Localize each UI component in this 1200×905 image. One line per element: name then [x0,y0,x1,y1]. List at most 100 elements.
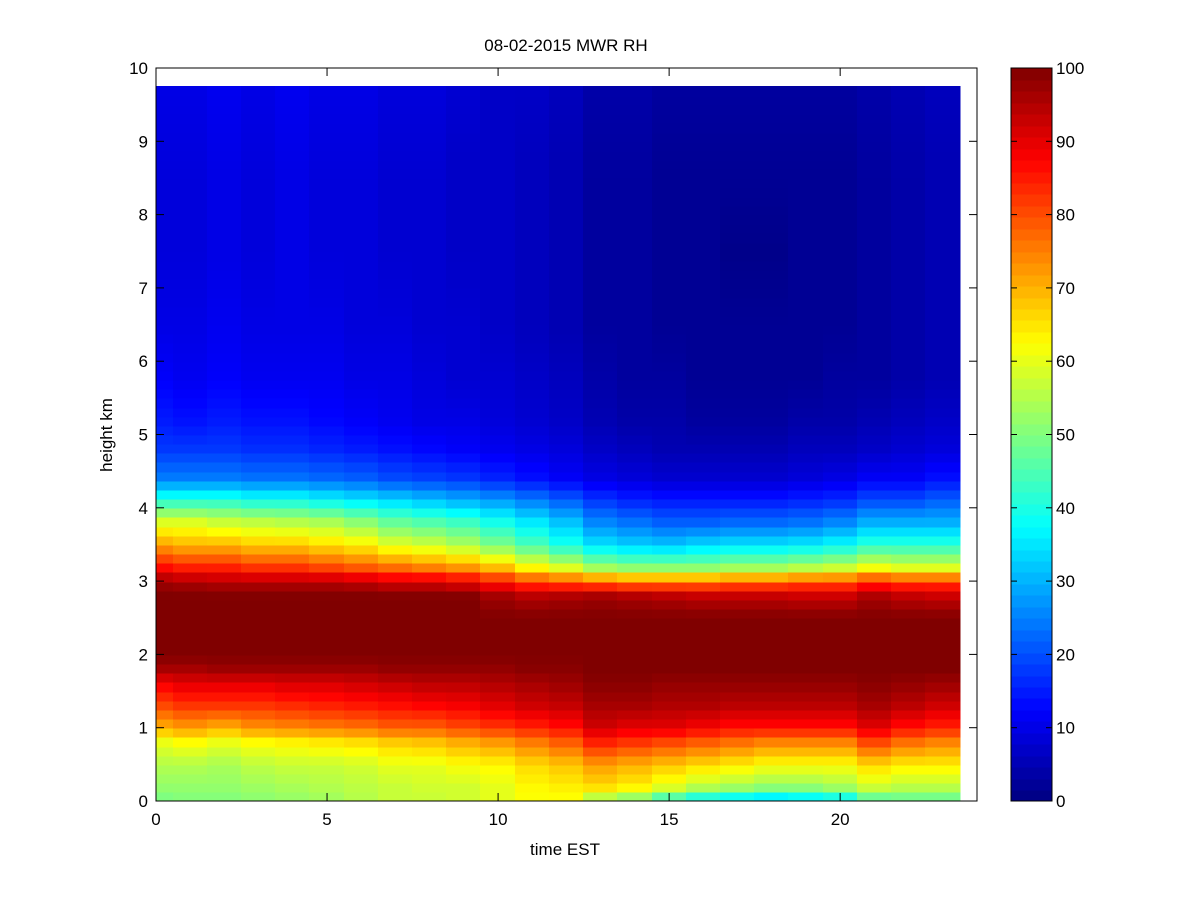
heatmap-cell [480,95,517,106]
heatmap-cell [515,718,551,729]
heatmap-cell [788,507,825,518]
heatmap-cell [446,388,482,399]
heatmap-cell [275,782,311,793]
heatmap-cell [925,764,961,775]
heatmap-cell [583,489,619,500]
heatmap-cell [891,168,927,179]
heatmap-cell [515,86,551,97]
heatmap-cell [309,434,346,445]
heatmap-cell [823,306,859,317]
heatmap-cell [891,480,927,491]
heatmap-cell [652,452,688,463]
heatmap-cell [754,315,790,326]
heatmap-cell [891,205,927,216]
heatmap-cell [925,718,961,729]
heatmap-cell [754,297,790,308]
heatmap-cell [857,617,893,628]
heatmap-cell [156,544,175,555]
heatmap-cell [480,581,517,592]
heatmap-cell [925,324,961,335]
heatmap-cell [583,553,619,564]
heatmap-cell [344,379,380,390]
heatmap-cell [823,242,859,253]
heatmap-cell [925,177,961,189]
heatmap-cell [446,746,482,757]
heatmap-cell [583,544,619,555]
heatmap-cell [344,370,380,381]
heatmap-cell [617,700,654,711]
heatmap-cell [549,736,585,748]
heatmap-cell [241,700,277,711]
heatmap-cell [617,736,654,748]
heatmap-cell [754,397,790,409]
heatmap-cell [754,608,790,619]
heatmap-cell [857,663,893,674]
heatmap-cell [275,306,311,317]
heatmap-cell [925,232,961,244]
heatmap-cell [652,425,688,436]
heatmap-cell [788,141,825,152]
heatmap-cell [720,636,756,647]
heatmap-cell [925,388,961,399]
heatmap-cell [652,168,688,179]
heatmap-cell [207,672,243,683]
heatmap-cell [275,663,311,674]
heatmap-cell [925,608,961,619]
heatmap-cell [241,278,277,289]
heatmap-cell [378,397,414,409]
heatmap-cell [378,452,414,463]
heatmap-cell [549,251,585,262]
heatmap-cell [412,773,448,784]
colorbar-tick-label: 50 [1056,426,1075,445]
heatmap-cell [652,141,688,152]
heatmap-cell [549,86,585,97]
heatmap-cell [788,626,825,638]
heatmap-cell [378,132,414,143]
heatmap-cell [480,782,517,793]
heatmap-cell [857,434,893,445]
heatmap-cell [378,709,414,720]
heatmap-cell [241,507,277,518]
heatmap-cell [549,443,585,454]
heatmap-cell [686,764,722,775]
heatmap-cell [344,681,380,693]
heatmap-cell [686,571,722,583]
heatmap-cell [857,480,893,491]
heatmap-cell [207,407,243,418]
heatmap-cell [480,526,517,537]
heatmap-cell [344,544,380,555]
heatmap-cell [446,370,482,381]
heatmap-cell [515,214,551,225]
heatmap-cell [720,278,756,289]
heatmap-cell [309,489,346,500]
heatmap-cell [720,223,756,234]
heatmap-cell [823,782,859,793]
heatmap-cell [275,269,311,280]
heatmap-cell [686,232,722,244]
heatmap-cell [207,736,243,748]
heatmap-cell [754,617,790,628]
heatmap-cell [275,242,311,253]
heatmap-cell [617,489,654,500]
heatmap-cell [925,379,961,390]
heatmap-cell [652,498,688,509]
heatmap-cell [617,122,654,134]
heatmap-cell [156,113,175,124]
heatmap-cell [925,287,961,299]
heatmap-cell [583,608,619,619]
heatmap-cell [686,452,722,463]
heatmap-cell [823,269,859,280]
heatmap-cell [480,489,517,500]
heatmap-cell [515,269,551,280]
heatmap-cell [754,196,790,207]
heatmap-cell [480,425,517,436]
heatmap-cell [515,636,551,647]
heatmap-cell [857,700,893,711]
heatmap-cell [412,352,448,363]
heatmap-cell [823,388,859,399]
colorbar-segment [1011,354,1052,367]
heatmap-cell [275,736,311,748]
heatmap-cell [857,278,893,289]
heatmap-cell [412,672,448,683]
heatmap-cell [754,571,790,583]
